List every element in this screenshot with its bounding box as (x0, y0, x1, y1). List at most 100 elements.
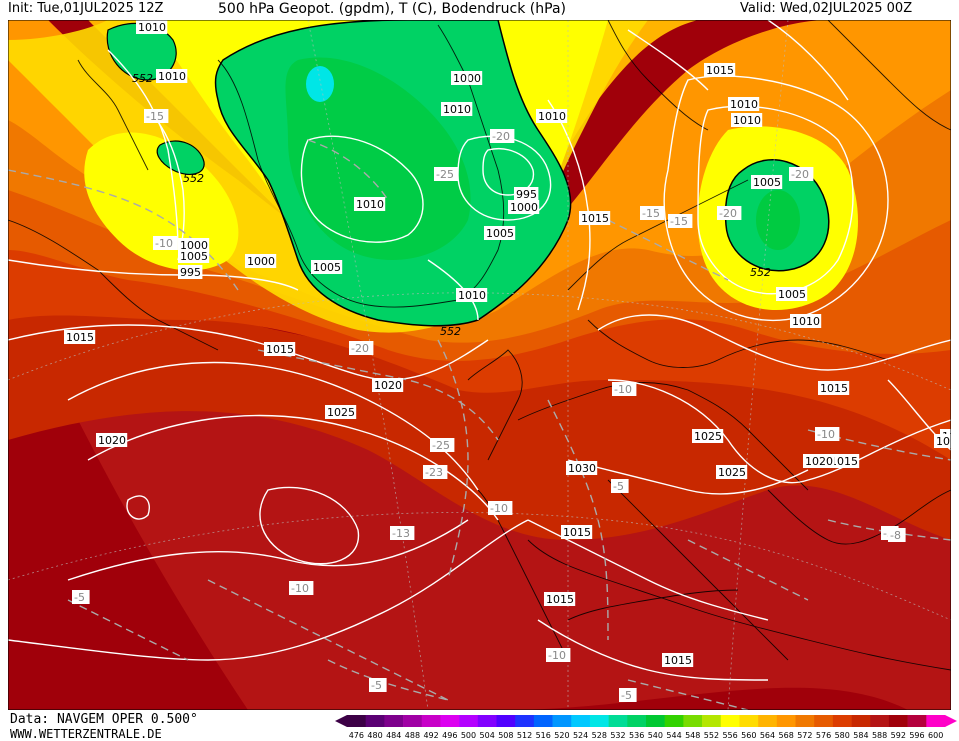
pressure-label-box (311, 260, 343, 274)
colorbar-tick-label: 580 (835, 731, 850, 740)
map-title: 500 hPa Geopot. (gpdm), T (C), Bodendruc… (218, 1, 566, 17)
temperature-label-box (430, 438, 455, 452)
colorbar-cell (888, 715, 908, 727)
temperature-label-box (490, 129, 515, 143)
temperature-label: -13 (392, 527, 410, 540)
colorbar-tick-label: 536 (629, 731, 644, 740)
colorbar-tick-label: 512 (517, 731, 532, 740)
colorbar-cell (907, 715, 927, 727)
pressure-label: 995 (180, 266, 201, 279)
pressure-label: 1020 (374, 379, 402, 392)
colorbar-tick-label: 552 (704, 731, 719, 740)
colorbar-tick-label: 592 (891, 731, 906, 740)
colorbar-cell (365, 715, 385, 727)
temperature-label: -20 (351, 342, 369, 355)
colorbar-tick-label: 496 (442, 731, 457, 740)
colorbar-tick-label: 568 (779, 731, 794, 740)
colorbar-cell (664, 715, 684, 727)
pressure-label: 1015 (546, 593, 574, 606)
pressure-label: 1015 (664, 654, 692, 667)
colorbar-tick-label: 564 (760, 731, 775, 740)
colorbar-cell (347, 715, 366, 727)
temperature-label: -5 (371, 679, 382, 692)
colorbar-tick-label: 548 (685, 731, 700, 740)
colorbar-cell (851, 715, 871, 727)
temperature-label: -5 (74, 591, 85, 604)
temperature-label-box (369, 678, 387, 692)
website: WWW.WETTERZENTRALE.DE (10, 727, 162, 741)
pressure-label-box (456, 288, 488, 302)
temperature-label: -5 (621, 689, 632, 702)
pressure-label-box (692, 429, 724, 443)
colorbar-cell (384, 715, 404, 727)
pressure-label: 1025 (694, 430, 722, 443)
temperature-label-box (488, 501, 513, 515)
pressure-label-box (372, 378, 404, 392)
temperature-label-box (546, 648, 571, 662)
colorbar-tick-label: 516 (536, 731, 551, 740)
pressure-label-box (566, 461, 598, 475)
pressure-label-box (508, 200, 540, 214)
pressure-label-box (803, 454, 835, 468)
colorbar-cell (776, 715, 796, 727)
pressure-label-box (934, 434, 951, 448)
pressure-label: 1025 (327, 406, 355, 419)
colorbar-tick-label: 488 (405, 731, 420, 740)
pressure-label: 1005 (486, 227, 514, 240)
pressure-label-box (579, 211, 611, 225)
colorbar-tick-label: 480 (367, 731, 382, 740)
temperature-label: -23 (425, 466, 443, 479)
temperature-label-box (619, 688, 637, 702)
temperature-label: -15 (146, 110, 164, 123)
pressure-label-box (561, 525, 593, 539)
pressure-label-box (325, 405, 357, 419)
valid-time: Valid: Wed,02JUL2025 00Z (740, 1, 913, 16)
pressure-label-box (178, 265, 203, 279)
pressure-label: 1020 (805, 455, 833, 468)
pressure-label-box (514, 187, 539, 201)
colorbar-cell (608, 715, 628, 727)
pressure-label-box (544, 592, 576, 606)
colorbar-tick-label: 500 (461, 731, 476, 740)
pressure-label-box (731, 113, 763, 127)
geopotential-label: 552 (440, 325, 461, 338)
pressure-label: 1000 (510, 201, 538, 214)
low-nw-small (156, 140, 205, 176)
colorbar-max-arrow (945, 715, 957, 727)
pressure-label: 1015 (266, 343, 294, 356)
temperature-label-box (789, 167, 814, 181)
data-source: Data: NAVGEM OPER 0.500° (10, 712, 198, 727)
colorbar-cell (421, 715, 441, 727)
temperature-label: -10 (291, 582, 309, 595)
colorbar-tick-label: 476 (349, 731, 364, 740)
colorbar-cell (459, 715, 479, 727)
temperature-label: -15 (642, 207, 660, 220)
temperature-label: -25 (432, 439, 450, 452)
temperature-label: -10 (155, 237, 173, 250)
temperature-label-box (612, 382, 637, 396)
pressure-label: 1010 (158, 70, 186, 83)
temperature-label-box (668, 214, 693, 228)
pressure-labels: 1005100010001005101099510001010101510051… (64, 20, 951, 702)
init-time: Init: Tue,01JUL2025 12Z (8, 1, 164, 16)
temperature-label: -20 (492, 130, 510, 143)
pressure-label-box (704, 63, 736, 77)
pressure-label: 1010 (733, 114, 761, 127)
pressure-label-box (354, 197, 386, 211)
geopotential-label: 552 (183, 172, 204, 185)
header: Init: Tue,01JUL2025 12Z 500 hPa Geopot. … (0, 0, 959, 20)
colorbar-tick-label: 540 (648, 731, 663, 740)
temperature-label: -15 (670, 215, 688, 228)
colorbar-cell (814, 715, 834, 727)
pressure-label: 10 (453, 72, 467, 85)
pressure-label: 1030 (568, 462, 596, 475)
colorbar-tick-label: 492 (423, 731, 438, 740)
low-greenland-center (306, 66, 334, 102)
pressure-label-box (96, 433, 128, 447)
pressure-label: 1015 (563, 526, 591, 539)
pressure-label-box (716, 465, 748, 479)
pressure-label: 1010 (538, 110, 566, 123)
temperature-label-box (640, 206, 665, 220)
colorbar-cell (627, 715, 647, 727)
pressure-label: 1005 (180, 250, 208, 263)
